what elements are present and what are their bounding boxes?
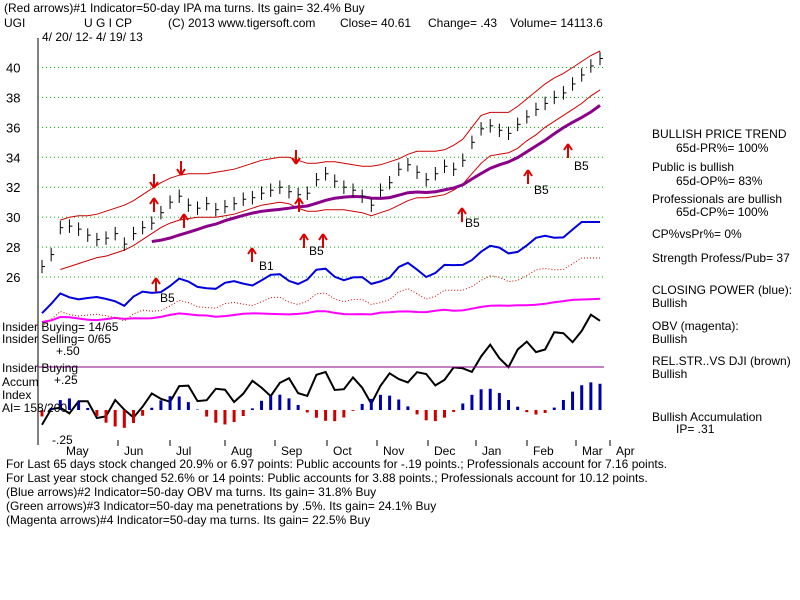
insider-buying-label: Insider Buying (2, 361, 79, 375)
y-tick-label: 40 (6, 60, 20, 75)
upper-band-line (60, 50, 601, 221)
trend-title: BULLISH PRICE TREND (652, 127, 787, 141)
x-tick-label: Jul (176, 444, 191, 458)
buy-arrow (563, 143, 573, 158)
x-tick-label: Mar (582, 444, 603, 458)
buy-arrow (318, 233, 328, 248)
signal-b1: B1 (259, 259, 274, 273)
accum-plus50: +.50 (56, 344, 80, 358)
signal-b5-b: B5 (309, 244, 324, 258)
buy-arrow (151, 277, 161, 292)
sell-arrow (149, 174, 159, 189)
x-tick-label: Oct (333, 444, 352, 458)
accum-plus25: +.25 (54, 373, 78, 387)
y-tick-label: 28 (6, 240, 20, 255)
buy-arrow (457, 207, 467, 222)
x-tick-label: May (66, 444, 89, 458)
obv-line (41, 297, 601, 323)
ticker: UGI (4, 16, 26, 30)
relstr-value: Bullish (652, 367, 688, 381)
accum-minus25: -.25 (52, 433, 73, 447)
x-tick-label: Sep (281, 444, 303, 458)
footer-year: For Last year stock changed 52.6% or 14 … (6, 471, 648, 485)
closing-power-value: Bullish (652, 296, 688, 310)
signal-b5-c: B5 (465, 216, 480, 230)
company-name: U G I CP (84, 16, 133, 30)
accum-title: Bullish Accumulation (652, 410, 763, 424)
trend-value: 65d-PR%= 100% (676, 141, 769, 155)
y-tick-label: 36 (6, 120, 20, 135)
insider-selling-count: Insider Selling= 0/65 (2, 332, 112, 346)
buy-arrow (179, 213, 189, 228)
public-value: 65d-OP%= 83% (676, 174, 763, 188)
obv-value: Bullish (652, 332, 688, 346)
rel-strength-line (41, 313, 601, 426)
ai-value: AI= 158/200 (2, 401, 68, 415)
copyright: (C) 2013 www.tigersoft.com (168, 16, 316, 30)
x-tick-label: Nov (383, 444, 404, 458)
insider-buying-count: Insider Buying= 14/65 (2, 320, 119, 334)
x-tick-label: Dec (434, 444, 455, 458)
buy-arrow (247, 247, 257, 262)
close-price: Close= 40.61 (340, 16, 412, 30)
signal-b5-a: B5 (160, 291, 175, 305)
public-title: Public is bullish (652, 160, 735, 174)
pros-title: Professionals are bullish (652, 192, 783, 206)
x-tick-label: Feb (533, 444, 554, 458)
moving-average-line (151, 104, 601, 243)
volume: Volume= 14113.6 (510, 16, 603, 30)
signal-b5-e: B5 (574, 159, 589, 173)
lower-band-line (60, 89, 601, 270)
accum-ip: IP= .31 (676, 422, 715, 436)
indicator-1-line: (Red arrows)#1 Indicator=50-day IPA ma t… (4, 1, 365, 15)
sell-arrow (291, 150, 301, 165)
y-tick-label: 30 (6, 210, 20, 225)
sell-arrow (176, 161, 186, 176)
cp-vs-pr: CP%vsPr%= 0% (652, 227, 742, 241)
y-tick-label: 26 (6, 270, 20, 285)
x-tick-label: Jun (124, 444, 143, 458)
relstr-label: REL.STR..VS DJI (brown) (652, 354, 791, 368)
indicator-4-line: (Magenta arrows)#4 Indicator=50-day ma t… (6, 513, 371, 527)
buy-arrow (523, 169, 533, 184)
buy-arrow (299, 233, 309, 248)
indicator-3-line: (Green arrows)#3 Indicator=50-day ma pen… (6, 499, 437, 513)
buy-arrow (294, 197, 304, 212)
x-tick-label: Jan (482, 444, 501, 458)
date-range: 4/ 20/ 12- 4/ 19/ 13 (42, 30, 143, 44)
x-tick-label: Aug (231, 444, 252, 458)
y-tick-label: 38 (6, 90, 20, 105)
y-tick-label: 34 (6, 150, 20, 165)
signal-b5-d: B5 (534, 183, 549, 197)
closing-power-ma-line (41, 257, 600, 327)
footer-65day: For Last 65 days stock changed 20.9% or … (6, 457, 668, 471)
closing-power-label: CLOSING POWER (blue): (652, 283, 793, 297)
accum-label: Accum (2, 375, 39, 389)
buy-arrow (149, 197, 159, 212)
x-tick-label: Apr (616, 444, 635, 458)
y-tick-label: 32 (6, 180, 20, 195)
obv-label: OBV (magenta): (652, 319, 739, 333)
index-label: Index (2, 388, 32, 402)
pros-value: 65d-CP%= 100% (676, 205, 769, 219)
strength-ratio: Strength Profess/Pub= 37 (652, 251, 790, 265)
closing-power-line (41, 221, 600, 314)
indicator-2-line: (Blue arrows)#2 Indicator=50-day OBV ma … (6, 485, 377, 499)
price-change: Change= .43 (428, 16, 498, 30)
